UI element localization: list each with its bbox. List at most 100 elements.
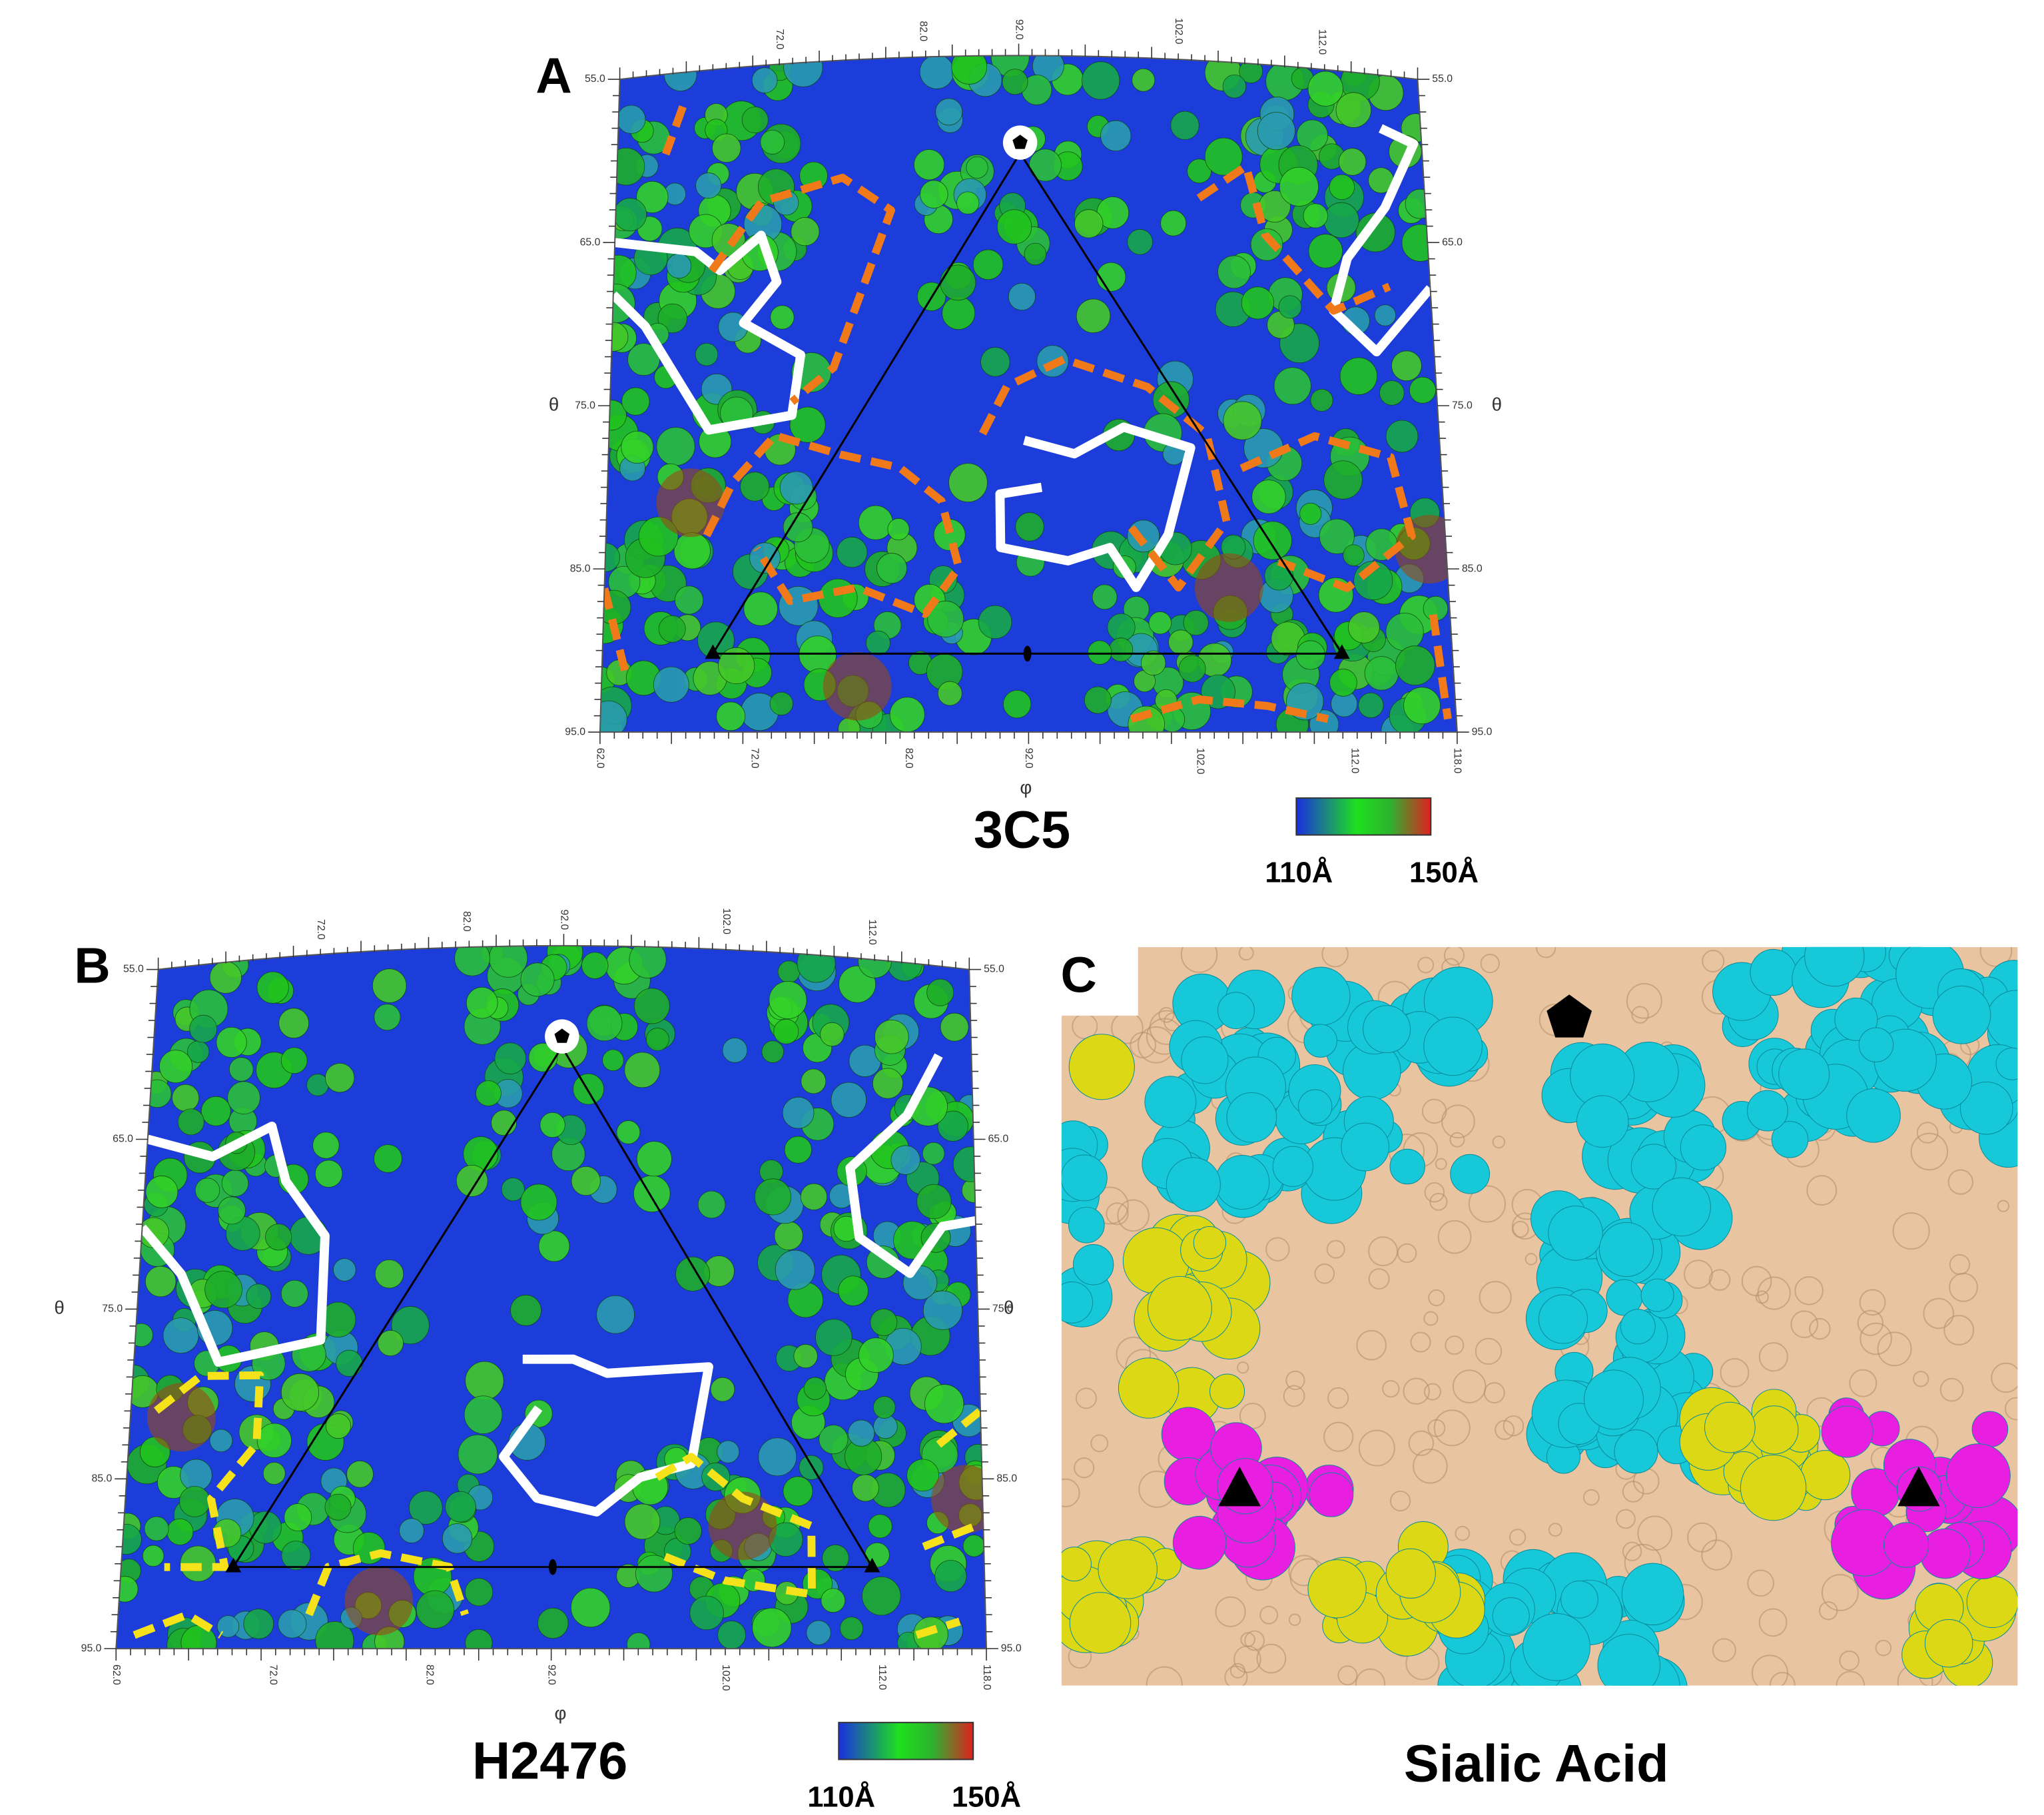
surface-texture (1790, 1310, 1818, 1338)
antibody-footprint (1846, 1088, 1901, 1143)
three-fold-marker (1333, 644, 1350, 659)
surface-bump (278, 1008, 310, 1039)
surface-texture (1479, 1281, 1512, 1314)
surface-texture (1428, 1289, 1445, 1307)
surface-texture (1857, 1309, 1883, 1336)
epitope-outline (305, 1549, 469, 1617)
antibody-footprint (1986, 990, 2018, 1050)
surface-texture (1860, 1322, 1892, 1355)
surface-bump (710, 1377, 735, 1402)
theta-tick-label: 85.0 (1462, 563, 1483, 574)
antibody-footprint (1560, 1581, 1598, 1619)
surface-bump (689, 1595, 724, 1631)
surface-bump (281, 1541, 311, 1571)
receptor-site (1118, 1357, 1180, 1419)
surface-bump (324, 1493, 352, 1521)
two-fold-marker (1023, 645, 1032, 662)
footprint-outline (139, 1122, 330, 1367)
surface-texture (1433, 1409, 1471, 1447)
surface-texture (1979, 946, 2013, 967)
surface-bump (1132, 68, 1156, 92)
top-tick-label: 112.0 (866, 919, 878, 945)
phi-tick-label: 118.0 (1452, 748, 1463, 774)
surface-bump (922, 1142, 945, 1165)
theta-tick-label: 95.0 (565, 726, 585, 737)
surface-bump (980, 347, 1010, 377)
surface-bump (872, 1068, 904, 1099)
epitope-outline (1130, 695, 1329, 723)
surface-bump (1088, 640, 1112, 665)
antibody-footprint (1389, 1148, 1425, 1185)
surface-texture (1237, 1361, 1249, 1374)
five-fold-marker (1546, 994, 1592, 1038)
two-fold-marker (548, 1559, 557, 1575)
phi-tick-label: 62.0 (111, 1664, 122, 1685)
surface-texture (1265, 1237, 1290, 1262)
antibody-footprint (1068, 1206, 1105, 1244)
surface-bump (937, 681, 962, 706)
surface-bump (645, 1028, 669, 1051)
receptor-site (1966, 1576, 2018, 1629)
colorbar (838, 1722, 974, 1760)
surface-texture (1949, 1254, 1971, 1275)
surface-texture (1536, 946, 1556, 958)
surface-bump (227, 1081, 260, 1115)
epitope-outline (154, 1371, 264, 1571)
footprint-outline (995, 422, 1195, 592)
surface-bump (797, 945, 836, 983)
surface-bump (962, 1535, 986, 1557)
surface-bump (1002, 69, 1028, 95)
surface-texture (1892, 1212, 1930, 1250)
surface-bump (1168, 629, 1193, 655)
surface-bump (573, 1073, 604, 1105)
surface-bump (520, 1184, 557, 1221)
surface-bump (761, 1040, 785, 1063)
top-tick-label: 82.0 (461, 911, 472, 932)
surface-bump (942, 296, 976, 330)
surface-bump (1338, 148, 1367, 176)
surface-bump (624, 1503, 661, 1540)
surface-bump (769, 691, 793, 716)
surface-texture (1403, 1377, 1430, 1405)
surface-texture (1622, 1481, 1644, 1503)
antibody-footprint (1272, 1146, 1313, 1187)
surface-bump (927, 600, 964, 637)
epitope-outline (708, 173, 895, 406)
phi-tick-label: 112.0 (876, 1664, 888, 1690)
phi-axis-label: φ (1020, 777, 1032, 798)
surface-bump (1223, 401, 1262, 440)
surface-bump (464, 1395, 503, 1434)
surface-bump (937, 1110, 968, 1142)
surface-texture (1452, 1369, 1487, 1403)
surface-texture (1912, 1371, 1929, 1387)
surface-bump (315, 1621, 354, 1649)
surface-bump (1160, 210, 1187, 236)
epitope-outline (655, 1453, 816, 1599)
surface-bump (616, 1120, 641, 1144)
surface-bump (145, 1176, 178, 1208)
receptor-site (1800, 1450, 1851, 1501)
five-fold-marker (1012, 135, 1028, 149)
surface-texture (1741, 1266, 1772, 1297)
surface-bump (800, 1183, 828, 1210)
glycan-site (1883, 1522, 1929, 1568)
surface-bump (966, 156, 988, 179)
surface-texture (1684, 1260, 1713, 1289)
surface-bump (629, 945, 667, 978)
receptor-site (1750, 1405, 1799, 1455)
surface-bump (372, 968, 407, 1003)
surface-texture (1075, 1387, 1097, 1409)
surface-bump (1303, 203, 1328, 228)
surface-texture (1947, 1169, 1973, 1195)
surface-bump (627, 343, 660, 376)
antibody-footprint (1217, 992, 1255, 1030)
theta-tick-label: 95.0 (1001, 1642, 1022, 1654)
surface-bump (1273, 367, 1311, 405)
surface-bump (717, 1621, 746, 1649)
surface-texture (1809, 1317, 1831, 1340)
surface-bump (1295, 640, 1325, 670)
map-panel: 62.0 72.0 82.0 92.0 102.0 112.0 118.0 72.0 82.0 9… (54, 908, 1021, 1813)
surface-bump (996, 209, 1032, 244)
surface-body (1061, 946, 2018, 1686)
surface-texture (1441, 1104, 1475, 1139)
